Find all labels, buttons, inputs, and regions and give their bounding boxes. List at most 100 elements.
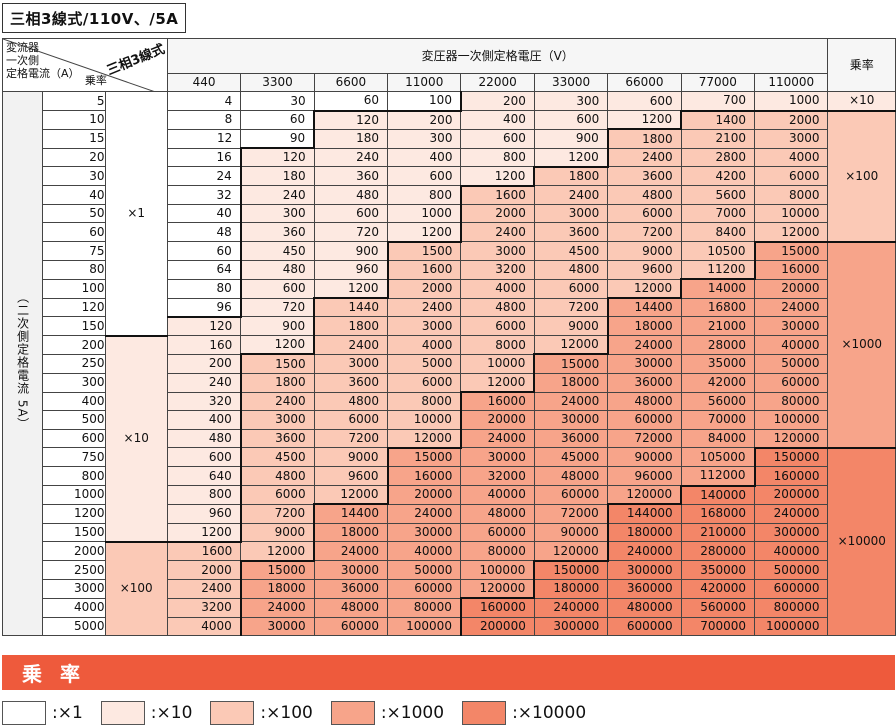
primary-current-250: 250 (42, 353, 106, 374)
primary-current-50: 50 (42, 204, 106, 224)
value-cell: 2400 (166, 579, 242, 599)
value-cell: 24000 (239, 597, 315, 618)
value-cell: 300000 (607, 560, 682, 581)
value-cell: 240 (239, 185, 315, 206)
value-cell: 1200 (460, 166, 535, 187)
value-cell: 400 (387, 147, 462, 168)
value-cell: 800 (166, 485, 242, 505)
value-cell: 300000 (754, 522, 829, 543)
table-row: 75 60 450 900 1500 3000 4500 9000 10500 15000 ×100… (3, 240, 896, 449)
value-cell: 9000 (533, 316, 609, 337)
rate-group-2: ×1000 (827, 240, 896, 449)
value-cell: 4000 (166, 616, 242, 636)
legend-swatch (210, 701, 255, 725)
value-cell: 1500 (239, 353, 315, 374)
value-cell: 6000 (387, 372, 462, 393)
legend-label: :×1000 (380, 703, 445, 723)
value-cell: 4000 (460, 278, 535, 299)
value-cell: 18000 (533, 372, 609, 393)
legend-label: :×1 (52, 703, 83, 723)
table-row: 150 120 900 1800 3000 6000 9000 18000 21000 30000 (3, 315, 896, 337)
primary-current-75: 75 (42, 241, 106, 261)
legend-label: :×10000 (512, 703, 587, 723)
value-cell: 1500 (386, 240, 462, 261)
value-cell: 3000 (387, 316, 462, 337)
value-cell: 1600 (386, 259, 462, 280)
table-row: 4000 3200 24000 48000 80000 160000 240000 48000… (3, 597, 896, 618)
value-cell: 150000 (533, 559, 609, 581)
value-cell: 1200 (387, 222, 462, 243)
value-cell: 900 (533, 128, 609, 149)
value-cell: 600 (387, 166, 462, 187)
value-cell: 50000 (387, 560, 462, 581)
corner-diagonal (3, 39, 154, 91)
value-cell: 400 (166, 410, 242, 430)
value-cell: 15000 (386, 446, 462, 468)
value-cell: 1200 (313, 278, 389, 299)
value-cell: 600 (460, 128, 535, 149)
value-cell: 12000 (607, 278, 682, 299)
value-cell: 600 (313, 204, 389, 224)
value-cell: 48000 (460, 503, 535, 524)
value-cell: 960 (166, 503, 242, 524)
table-row: 200 ×10 160 1200 2400 4000 8000 12000 24000 28000… (3, 334, 896, 543)
table-row: 15 12 90 180 300 600 900 1800 2100 3000 (3, 128, 896, 149)
value-cell: 1800 (533, 165, 609, 187)
primary-current-4000: 4000 (42, 597, 106, 618)
primary-current-80: 80 (42, 259, 106, 280)
value-cell: 1440 (313, 297, 389, 318)
value-cell: 7200 (533, 297, 609, 318)
value-cell: 2400 (606, 147, 682, 168)
value-cell: 6000 (533, 278, 609, 299)
value-cell: 360 (239, 222, 315, 243)
value-cell: 1000 (387, 204, 462, 224)
value-cell: 2000 (386, 278, 462, 299)
value-cell: 2100 (680, 128, 756, 149)
value-cell: 32000 (460, 466, 535, 487)
voltage-header-6600: 6600 (313, 72, 389, 93)
value-cell: 450 (239, 241, 315, 261)
value-cell: 24000 (754, 297, 829, 318)
value-cell: 16 (166, 147, 242, 168)
voltage-header-66000: 66000 (607, 72, 682, 93)
value-cell: 30000 (387, 522, 462, 543)
primary-current-15: 15 (42, 128, 106, 149)
value-cell: 72000 (607, 428, 682, 449)
value-cell: 42000 (680, 372, 756, 393)
value-cell: 16000 (386, 466, 462, 487)
value-cell: 1800 (313, 316, 389, 337)
value-cell: 7200 (607, 222, 682, 243)
secondary-current-text: （二次側定格電流 5A） (15, 291, 30, 431)
value-cell: 18000 (313, 522, 389, 543)
primary-current-2500: 2500 (42, 560, 106, 581)
value-cell: 120000 (607, 485, 682, 505)
secondary-current-label: （二次側定格電流 5A） (1, 91, 44, 636)
value-cell: 160 (166, 335, 242, 355)
value-cell: 400 (460, 110, 535, 130)
value-cell: 600000 (607, 616, 682, 636)
value-cell: 100 (387, 91, 462, 112)
value-cell: 16000 (753, 259, 829, 280)
primary-current-1000: 1000 (42, 485, 106, 505)
value-cell: 12000 (460, 372, 535, 393)
value-cell: 80 (166, 278, 242, 299)
value-cell: 12000 (240, 541, 315, 562)
value-cell: 60 (166, 241, 242, 261)
value-cell: 14000 (680, 278, 756, 299)
table-row: 600 480 3600 7200 12000 24000 36000 72000 84000 1… (3, 428, 896, 449)
value-cell: 90 (240, 128, 315, 149)
primary-current-3000: 3000 (42, 579, 106, 599)
legend: :×1:×10:×100:×1000:×10000 (2, 700, 604, 726)
value-cell: 150000 (753, 446, 829, 468)
legend-swatch (462, 701, 507, 725)
value-cell: 5000 (387, 353, 462, 374)
value-cell: 9600 (607, 259, 682, 280)
value-cell: 9000 (313, 447, 389, 468)
rate-banner: 乗率 (2, 655, 895, 690)
primary-current-750: 750 (42, 447, 106, 468)
legend-item: :×10 (100, 701, 192, 725)
value-cell: 800 (460, 147, 535, 168)
legend-swatch (100, 701, 145, 725)
value-cell: 160000 (459, 597, 535, 618)
value-cell: 5600 (680, 185, 756, 206)
